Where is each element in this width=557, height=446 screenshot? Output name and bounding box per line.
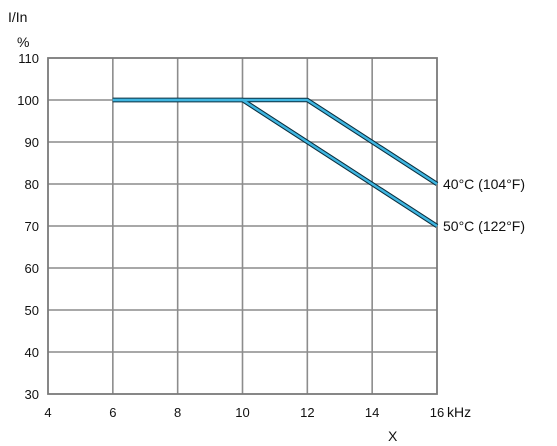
x-tick-label: 4 [44, 405, 51, 420]
series-label: 40°C (104°F) [443, 176, 525, 192]
series-line [112, 98, 438, 228]
y-tick-label: 100 [17, 93, 39, 108]
y-tick-label: 30 [25, 387, 39, 402]
x-tick-label: 16 [430, 405, 444, 420]
y-tick-label: 60 [25, 261, 39, 276]
x-axis-label: X [388, 428, 398, 444]
x-tick-label: 12 [300, 405, 314, 420]
tick-labels: 30 40 50 60 70 80 90 100 110 4 6 8 10 12 14 16 [17, 51, 444, 420]
x-axis-unit-label: kHz [447, 404, 471, 420]
series-label: 50°C (122°F) [443, 218, 525, 234]
series-line-outline [112, 97, 439, 228]
x-tick-label: 10 [235, 405, 249, 420]
y-tick-label: 90 [25, 135, 39, 150]
series-labels: 40°C (104°F) 50°C (122°F) [443, 176, 525, 234]
grid [48, 58, 437, 394]
axis-labels: I/In % kHz X [8, 9, 471, 444]
y-axis-unit-label: % [17, 34, 29, 50]
series-lines [112, 97, 439, 228]
y-axis-label: I/In [8, 9, 27, 25]
y-tick-label: 80 [25, 177, 39, 192]
x-tick-label: 8 [174, 405, 181, 420]
y-tick-label: 70 [25, 219, 39, 234]
x-tick-label: 6 [109, 405, 116, 420]
x-tick-label: 14 [365, 405, 379, 420]
y-tick-label: 50 [25, 303, 39, 318]
y-tick-label: 40 [25, 345, 39, 360]
y-tick-label: 110 [18, 51, 39, 66]
